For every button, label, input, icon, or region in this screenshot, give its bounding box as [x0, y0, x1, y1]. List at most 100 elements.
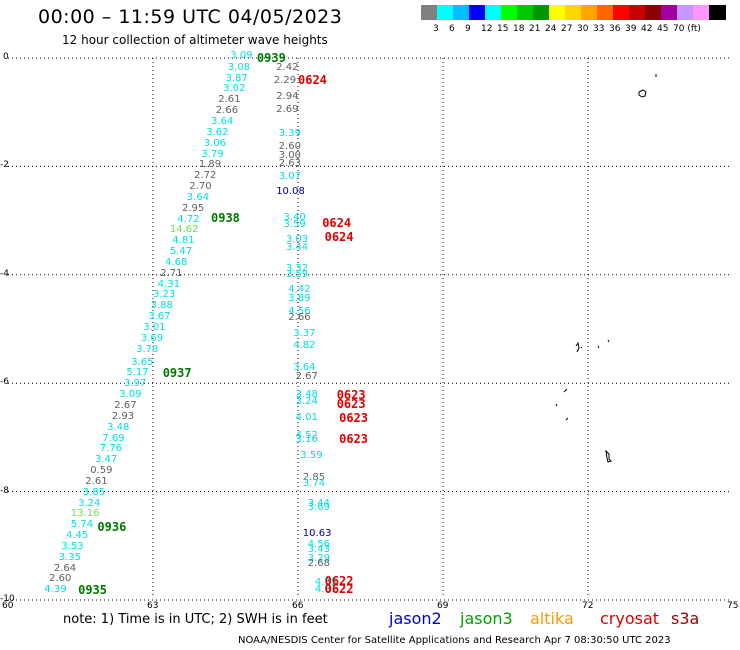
pass-time-label: 0936	[97, 519, 127, 534]
legend-swatch	[421, 5, 438, 20]
x-axis-label: 69	[437, 601, 449, 611]
wave-height-label: 2.61	[218, 94, 241, 106]
y-axis-label: -4	[0, 268, 9, 279]
wave-height-label: 2.63	[278, 157, 301, 169]
wave-height-label: 5.74	[70, 519, 94, 531]
pass-time-label: 0623	[336, 396, 366, 411]
legend-level: 36	[609, 24, 621, 34]
legend-level: 70 (ft)	[673, 24, 701, 34]
legend-swatch	[613, 5, 630, 20]
x-axis-label: 75	[727, 601, 739, 611]
wave-height-label: 4.45	[66, 530, 89, 541]
grid-lines	[8, 57, 732, 601]
wave-height-label: 3.59	[285, 268, 309, 280]
island-outline	[575, 339, 610, 353]
satellite-s3a: s3a	[671, 609, 700, 628]
wave-height-label: 4.01	[295, 412, 318, 424]
legend-level: 27	[561, 24, 573, 34]
wave-height-label: 2.60	[49, 573, 72, 585]
wave-height-label: 3.87	[225, 72, 248, 84]
land-outlines	[555, 74, 657, 463]
footer-note: note: 1) Time is in UTC; 2) SWH is in fe…	[63, 612, 328, 627]
wave-height-label: 3.79	[201, 148, 224, 160]
wave-height-label: 2.93	[111, 410, 135, 422]
wave-height-label: 3.74	[302, 477, 326, 489]
pass-time-label: 0624	[324, 229, 354, 244]
wave-height-label: 2.66	[215, 105, 239, 117]
wave-height-label: 3.59	[283, 218, 306, 230]
pass-time-label: 0624	[322, 216, 352, 231]
wave-height-label: 4.31	[157, 278, 181, 290]
satellite-cryosat: cryosat	[600, 609, 660, 628]
legend-swatch	[597, 5, 614, 20]
wave-height-label: 3.24	[295, 396, 318, 408]
wave-height-label: 13.16	[70, 508, 100, 520]
wave-height-label: 3.08	[227, 61, 251, 73]
wave-height-label: 3.64	[293, 362, 316, 373]
wave-height-label: 3.47	[95, 454, 118, 466]
wave-height-label: 7.69	[102, 432, 125, 444]
pass-time-label: 0937	[162, 366, 192, 381]
wave-height-label: 2.68	[307, 557, 330, 569]
wave-height-label: 3.62	[206, 126, 229, 138]
wave-height-label: 10.08	[276, 186, 305, 198]
wave-height-label: 3.03	[285, 233, 309, 245]
wave-height-label: 2.85	[302, 472, 326, 484]
y-axis-label: -10	[0, 594, 15, 604]
legend-swatch	[629, 5, 646, 20]
wave-height-label: 2.71	[160, 267, 183, 279]
wave-height-label: 2.67	[295, 370, 318, 382]
wave-height-label: 4.01	[314, 584, 338, 596]
wave-height-label: 4.81	[172, 235, 195, 247]
wave-height-label: 4.82	[293, 340, 316, 352]
wave-height-label: 3.69	[307, 501, 330, 513]
wave-height-label: 3.29	[307, 553, 330, 565]
wave-height-label: 2.70	[189, 181, 212, 192]
wave-height-label: 3.64	[186, 191, 210, 203]
wave-height-label: 0.59	[90, 465, 113, 476]
wave-height-label: 2.95	[182, 202, 205, 214]
legend-swatch	[485, 5, 502, 20]
legend-swatch	[661, 5, 678, 20]
island-outline	[605, 449, 612, 463]
wave-height-label: 3.06	[203, 137, 226, 149]
wave-height-label: 3.59	[300, 450, 323, 462]
wave-height-label: 7.76	[99, 443, 123, 455]
legend-swatch	[645, 5, 662, 20]
legend-level: 45	[657, 24, 669, 34]
wave-height-label: 3.02	[223, 83, 246, 95]
wave-height-label: 10.63	[302, 527, 332, 539]
wave-height-label: 4.39	[44, 584, 67, 596]
wave-height-label: 4.56	[307, 538, 330, 550]
wave-height-label: 5.47	[169, 246, 193, 257]
wave-height-label: 3.85	[82, 486, 106, 498]
legend-swatch	[709, 5, 726, 20]
wave-height-label: 3.88	[150, 300, 173, 312]
legend-level: 24	[545, 24, 557, 34]
y-axis-label: -6	[0, 377, 9, 388]
legend-swatch	[533, 5, 550, 20]
pass-time-label: 0623	[339, 431, 368, 446]
pass-time-label: 0623	[339, 411, 368, 426]
legend-level: 12	[481, 24, 493, 34]
legend-level: 30	[577, 24, 589, 34]
legend-level: 42	[641, 24, 653, 34]
y-axis-label: 0	[3, 52, 9, 62]
wave-height-label: 3.67	[148, 311, 171, 323]
wave-height-label: 3.43	[307, 544, 330, 556]
wave-height-label: 2.60	[278, 141, 301, 153]
wave-height-label: 2.61	[85, 475, 108, 487]
legend-level: 15	[497, 24, 509, 34]
legend-level: 21	[529, 24, 541, 34]
x-axis-label: 63	[147, 601, 159, 611]
wave-height-label: 2.72	[194, 170, 217, 182]
wave-height-label: 3.48	[107, 421, 130, 433]
wave-height-label: 3.40	[283, 211, 306, 223]
y-axis-label: -8	[0, 485, 9, 496]
pass-time-label: 0622	[324, 574, 354, 588]
wave-height-label: 3.35	[58, 551, 81, 563]
wave-height-label: 2.29	[273, 74, 297, 86]
wave-height-label: 4.56	[288, 305, 311, 317]
legend-level: 18	[513, 24, 525, 34]
